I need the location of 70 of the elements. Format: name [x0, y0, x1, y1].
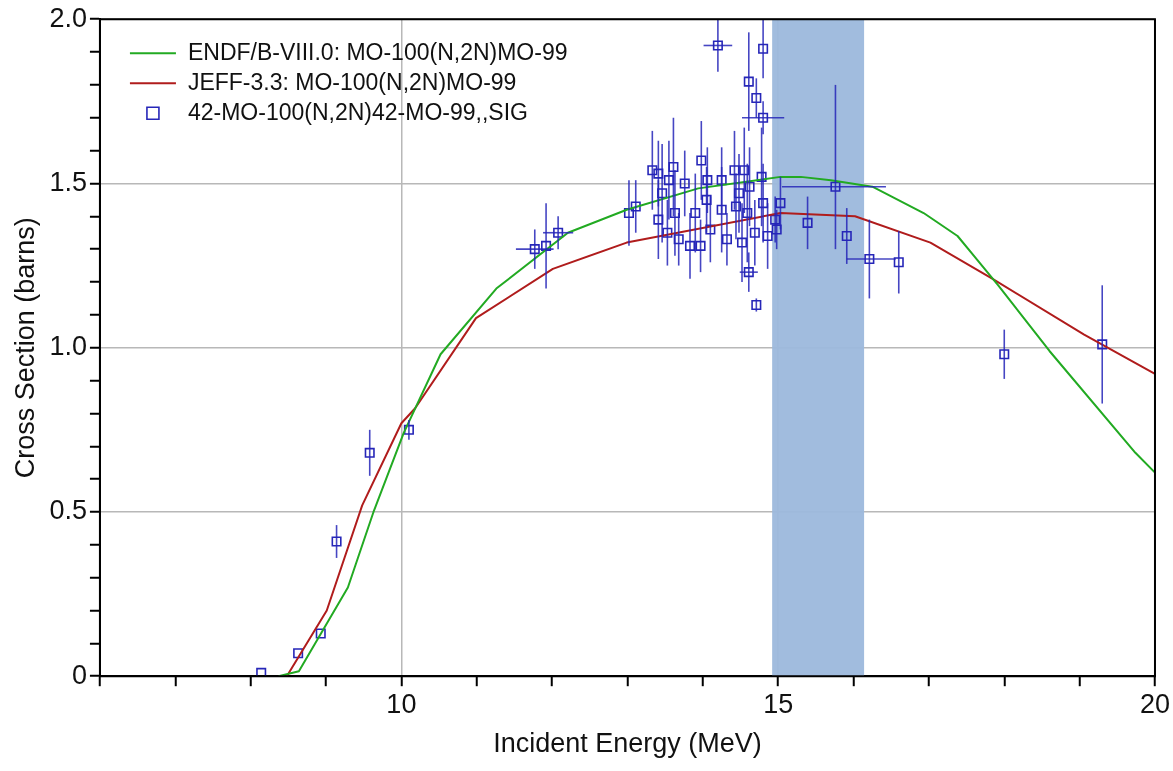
point: [802, 217, 813, 228]
point: [669, 207, 680, 219]
point: [841, 230, 852, 242]
point: [751, 93, 762, 104]
point: [729, 165, 740, 176]
point: [749, 227, 760, 238]
point: [663, 175, 674, 186]
point: [716, 204, 727, 215]
point: [770, 214, 781, 225]
point: [712, 40, 723, 51]
legend-label: JEFF-3.3: MO-100(N,2N)MO-99: [187, 68, 517, 95]
point: [1097, 339, 1108, 350]
x-tick-label: 15: [763, 688, 794, 719]
point: [701, 194, 712, 205]
point: [679, 178, 690, 189]
point: [743, 76, 754, 87]
point: [690, 207, 701, 219]
point: [756, 171, 767, 182]
point: [730, 201, 742, 212]
legend-label: 42-MO-100(N,2N)42-MO-99,,SIG: [187, 98, 528, 125]
point: [716, 175, 727, 186]
point: [668, 161, 679, 173]
point: [331, 536, 342, 547]
point: [653, 214, 664, 225]
point: [315, 628, 326, 639]
point: [758, 112, 769, 123]
y-axis-title: Cross Section (barns): [9, 217, 40, 479]
point: [662, 227, 673, 238]
point: [742, 207, 753, 219]
point: [999, 349, 1010, 360]
point: [744, 181, 755, 192]
y-tick-label: 1.0: [49, 331, 87, 362]
point: [403, 424, 414, 435]
point: [684, 240, 696, 251]
point: [695, 240, 706, 251]
point: [553, 227, 564, 238]
point: [653, 168, 664, 179]
point: [657, 188, 668, 199]
point: [721, 234, 732, 245]
point: [630, 201, 641, 212]
point: [364, 447, 375, 458]
x-tick-label: 10: [386, 688, 417, 719]
point: [696, 155, 707, 166]
point: [702, 175, 713, 186]
legend-label: ENDF/B-VIII.0: MO-100(N,2N)MO-99: [187, 38, 568, 65]
point: [736, 237, 748, 248]
point: [529, 244, 540, 255]
point: [673, 234, 684, 245]
point: [758, 198, 769, 209]
x-axis-title: Incident Energy (MeV): [493, 728, 762, 759]
point: [293, 648, 304, 659]
point: [775, 198, 786, 209]
y-tick-label: 1.5: [49, 166, 87, 197]
point: [762, 230, 773, 242]
y-tick-label: 0: [71, 659, 87, 690]
x-tick-label: 20: [1139, 688, 1171, 719]
y-tick-label: 2.0: [49, 2, 87, 33]
point: [705, 224, 716, 235]
y-tick-label: 0.5: [49, 495, 87, 526]
point: [864, 253, 875, 265]
point: [771, 224, 782, 235]
point: [739, 165, 750, 176]
point: [743, 267, 754, 278]
point: [623, 207, 635, 219]
point: [541, 240, 552, 251]
point: [751, 299, 762, 311]
point: [830, 181, 841, 192]
point: [647, 165, 658, 176]
point: [893, 257, 904, 268]
point: [758, 43, 769, 54]
